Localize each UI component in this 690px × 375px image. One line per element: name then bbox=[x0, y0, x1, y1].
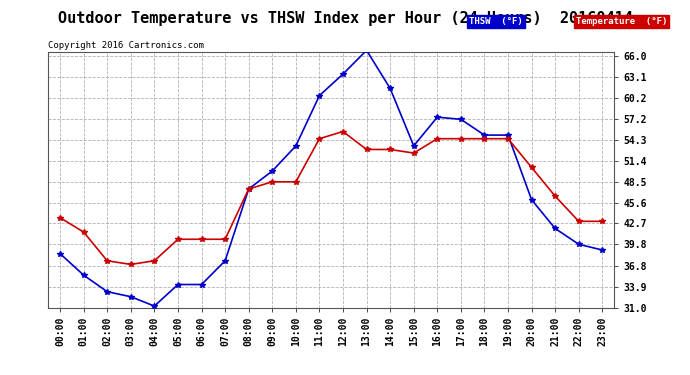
Text: Temperature  (°F): Temperature (°F) bbox=[576, 17, 667, 26]
Text: Copyright 2016 Cartronics.com: Copyright 2016 Cartronics.com bbox=[48, 41, 204, 50]
Text: Outdoor Temperature vs THSW Index per Hour (24 Hours)  20160414: Outdoor Temperature vs THSW Index per Ho… bbox=[57, 11, 633, 26]
Text: THSW  (°F): THSW (°F) bbox=[469, 17, 523, 26]
